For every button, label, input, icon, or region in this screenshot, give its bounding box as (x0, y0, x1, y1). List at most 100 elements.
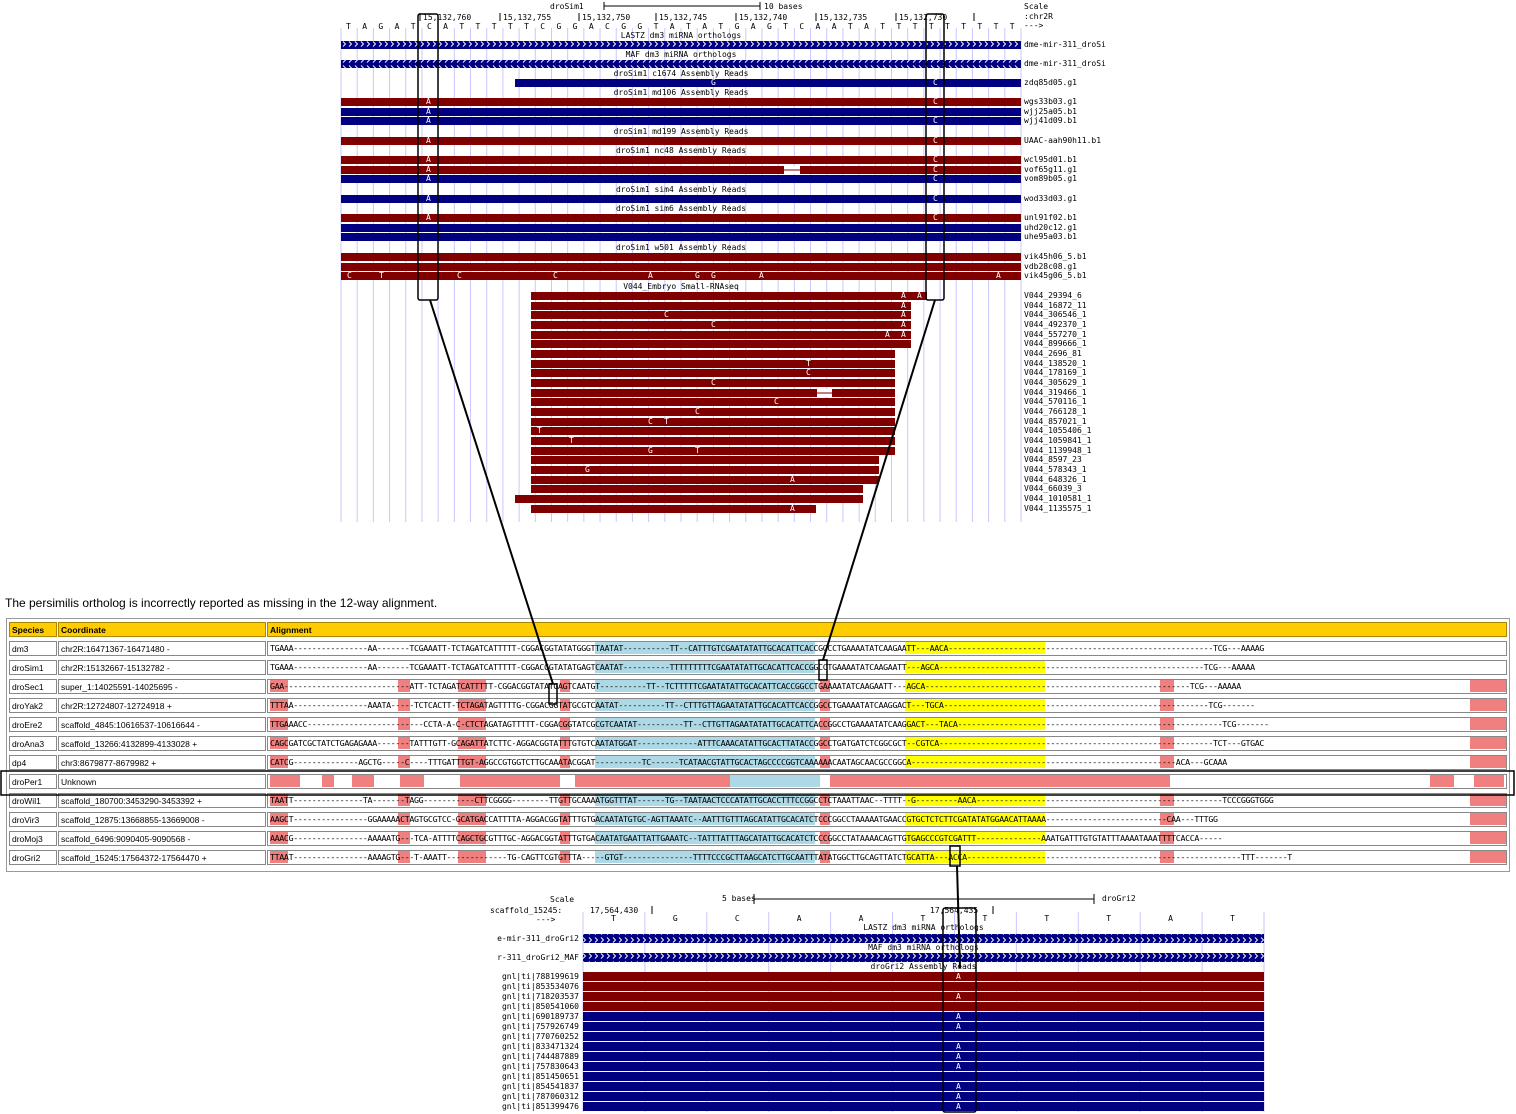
read-name: gnl|ti|690189737 (501, 1012, 579, 1021)
mismatch-base: A (426, 136, 431, 145)
mirna-star-region (595, 680, 815, 692)
read-bar (583, 982, 1264, 991)
mismatch-base: A (426, 213, 431, 222)
mismatch-block (560, 699, 570, 711)
gap-block (352, 775, 374, 787)
mismatch-block (1470, 737, 1506, 749)
mature-mirna-region (905, 699, 1045, 711)
read-bar (531, 369, 895, 377)
mismatch-block (398, 718, 410, 730)
mismatch-base: A (885, 330, 890, 339)
base-letter: A (796, 914, 802, 923)
mismatch-block (398, 851, 410, 863)
coordinate-label: 15,132,755 (503, 13, 552, 22)
mismatch-base: A (901, 330, 906, 339)
read-bar (341, 272, 1021, 280)
read-name: zdq85d05.g1 (1024, 78, 1077, 87)
mature-mirna-region (905, 851, 1045, 863)
track-title: MAF dm3 miRNA orthologs (868, 943, 979, 952)
read-bar (583, 1092, 1264, 1101)
alignment-highlights (270, 737, 1506, 750)
base-letter: T (928, 22, 934, 31)
mismatch-block (270, 851, 288, 863)
alignment-highlights (270, 756, 1506, 769)
mismatch-block (270, 756, 288, 768)
base-letter: A (588, 22, 594, 31)
mirna-star-region (595, 642, 815, 654)
mirna-star-region (595, 661, 815, 673)
species-cell: droGri2 (9, 850, 57, 865)
base-letter: T (459, 22, 465, 31)
mismatch-block (398, 699, 410, 711)
alignment-highlights (270, 794, 1506, 807)
read-name: V044_306546_1 (1024, 310, 1087, 319)
mismatch-base: A (426, 165, 431, 174)
mismatch-base: A (956, 1082, 961, 1091)
read-bar (531, 456, 879, 464)
alignment-highlights (270, 661, 1506, 674)
mismatch-block (1470, 832, 1506, 844)
bottom-chrom-label: scaffold_15245: (490, 906, 563, 915)
coordinate-cell: chr2R:12724807-12724918 + (58, 698, 266, 713)
mismatch-block (560, 832, 570, 844)
mismatch-block (1160, 718, 1174, 730)
gap-block (322, 775, 334, 787)
mismatch-block (1470, 794, 1506, 806)
base-letter: T (783, 22, 788, 31)
mismatch-base: C (933, 194, 938, 203)
base-letter: T (653, 22, 659, 31)
coordinate-label: 15,132,735 (819, 13, 868, 22)
track-title: LASTZ dm3 miRNA orthologs (620, 31, 742, 40)
mature-mirna-region (905, 756, 1045, 768)
read-name: gnl|ti|853534076 (501, 982, 579, 991)
mismatch-base: A (956, 992, 961, 1001)
track-title: droGri2 Assembly Reads (870, 962, 977, 971)
mature-mirna-region (905, 737, 1045, 749)
species-cell: droAna3 (9, 736, 57, 751)
alignment-highlights (270, 851, 1506, 864)
track-title: LASTZ dm3 miRNA orthologs (863, 923, 984, 932)
mismatch-base: A (901, 320, 906, 329)
mismatch-block (1160, 813, 1174, 825)
mismatch-base: A (901, 301, 906, 310)
mismatch-base: A (956, 972, 961, 981)
mismatch-base: C (933, 155, 938, 164)
read-bar (583, 1062, 1264, 1071)
read-name: vik45g06_5.b1 (1024, 271, 1087, 280)
mature-mirna-region (905, 661, 1045, 673)
coordinate-label: 15,132,740 (739, 13, 788, 22)
mismatch-base: T (664, 417, 669, 426)
mismatch-block (458, 794, 486, 806)
mismatch-block (820, 718, 830, 730)
base-letter: G (637, 22, 643, 31)
read-bar (531, 485, 863, 493)
read-name: wjj41d09.b1 (1024, 116, 1077, 125)
mismatch-base: A (956, 1052, 961, 1061)
mismatch-block (398, 756, 410, 768)
base-letter: A (815, 22, 821, 31)
read-name: gnl|ti|770760252 (501, 1032, 579, 1041)
read-bar (583, 1072, 1264, 1081)
table-row: dp4 chr3:8679877-8679982 + CATCG----------… (7, 754, 1509, 771)
mature-mirna-region (905, 680, 1045, 692)
base-letter: T (993, 22, 999, 31)
base-letter: G (766, 22, 772, 31)
species-cell: droMoj3 (9, 831, 57, 846)
mismatch-block (458, 737, 486, 749)
mismatch-block (560, 794, 570, 806)
header-alignment: Alignment (267, 622, 1507, 637)
mismatch-base: T (695, 446, 700, 455)
base-letter: T (1106, 914, 1112, 923)
track-title: droSim1 md106 Assembly Reads (613, 88, 749, 97)
alignment-sequence: TTGAAACC-------------------------CCTA-A-… (270, 719, 1269, 729)
mismatch-base: T (379, 271, 384, 280)
read-name: unl91f02.b1 (1024, 213, 1077, 222)
mismatch-block (820, 737, 830, 749)
read-bar (531, 476, 879, 484)
read-name: wod33d03.g1 (1024, 194, 1077, 203)
mismatch-block (458, 832, 486, 844)
read-bar (531, 350, 895, 358)
read-bar (531, 418, 895, 426)
base-letter: T (507, 22, 513, 31)
mirna-star-region (595, 756, 815, 768)
